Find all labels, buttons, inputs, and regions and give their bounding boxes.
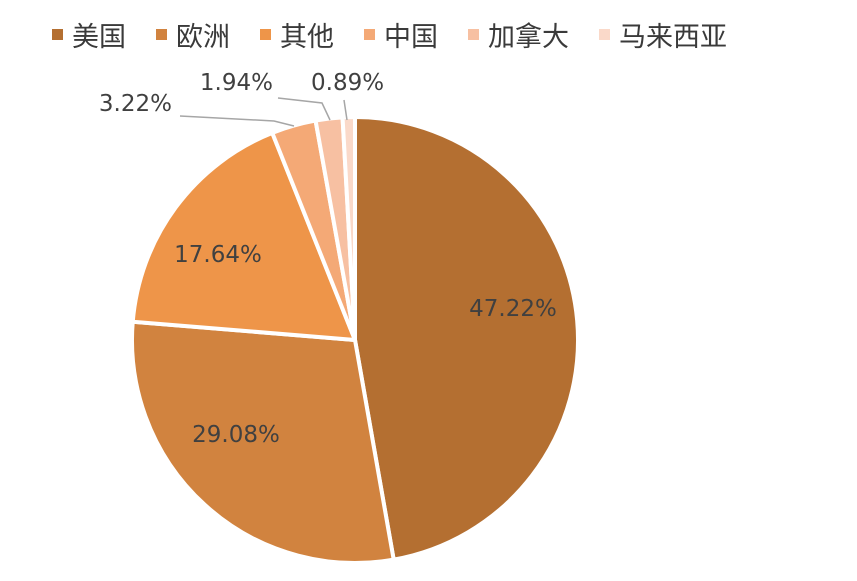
legend-label: 其他 bbox=[280, 21, 334, 53]
data-label: 47.22% bbox=[469, 296, 557, 322]
leader-line bbox=[343, 99, 348, 121]
legend-swatch bbox=[260, 28, 271, 40]
legend-label: 中国 bbox=[384, 21, 438, 53]
legend-label: 美国 bbox=[72, 21, 126, 53]
chart-legend: 美国 欧洲 其他 中国 加拿大 马来西亚 bbox=[52, 12, 852, 56]
legend-label: 欧洲 bbox=[176, 21, 230, 53]
legend-swatch bbox=[468, 28, 479, 40]
legend-item: 欧洲 bbox=[156, 15, 230, 54]
legend-label: 马来西亚 bbox=[619, 21, 727, 53]
leader-line bbox=[179, 115, 295, 127]
pie-slice bbox=[353, 115, 580, 562]
pie-slice bbox=[130, 130, 357, 342]
data-label: 0.89% bbox=[311, 70, 384, 96]
legend-item: 美国 bbox=[52, 15, 126, 54]
legend-swatch bbox=[599, 28, 610, 40]
data-label: 17.64% bbox=[174, 242, 262, 268]
legend-label: 加拿大 bbox=[488, 21, 569, 53]
leader-line bbox=[277, 97, 331, 121]
legend-item: 中国 bbox=[364, 15, 438, 54]
data-label: 3.22% bbox=[99, 91, 172, 117]
legend-swatch bbox=[156, 28, 167, 40]
legend-swatch bbox=[364, 28, 375, 40]
data-label: 1.94% bbox=[200, 70, 273, 96]
data-label: 29.08% bbox=[192, 422, 280, 448]
legend-item: 其他 bbox=[260, 15, 334, 54]
legend-swatch bbox=[52, 28, 63, 40]
legend-item: 加拿大 bbox=[468, 15, 569, 54]
pie-slice bbox=[340, 115, 357, 342]
pie-slice bbox=[130, 319, 396, 565]
legend-item: 马来西亚 bbox=[599, 15, 727, 54]
